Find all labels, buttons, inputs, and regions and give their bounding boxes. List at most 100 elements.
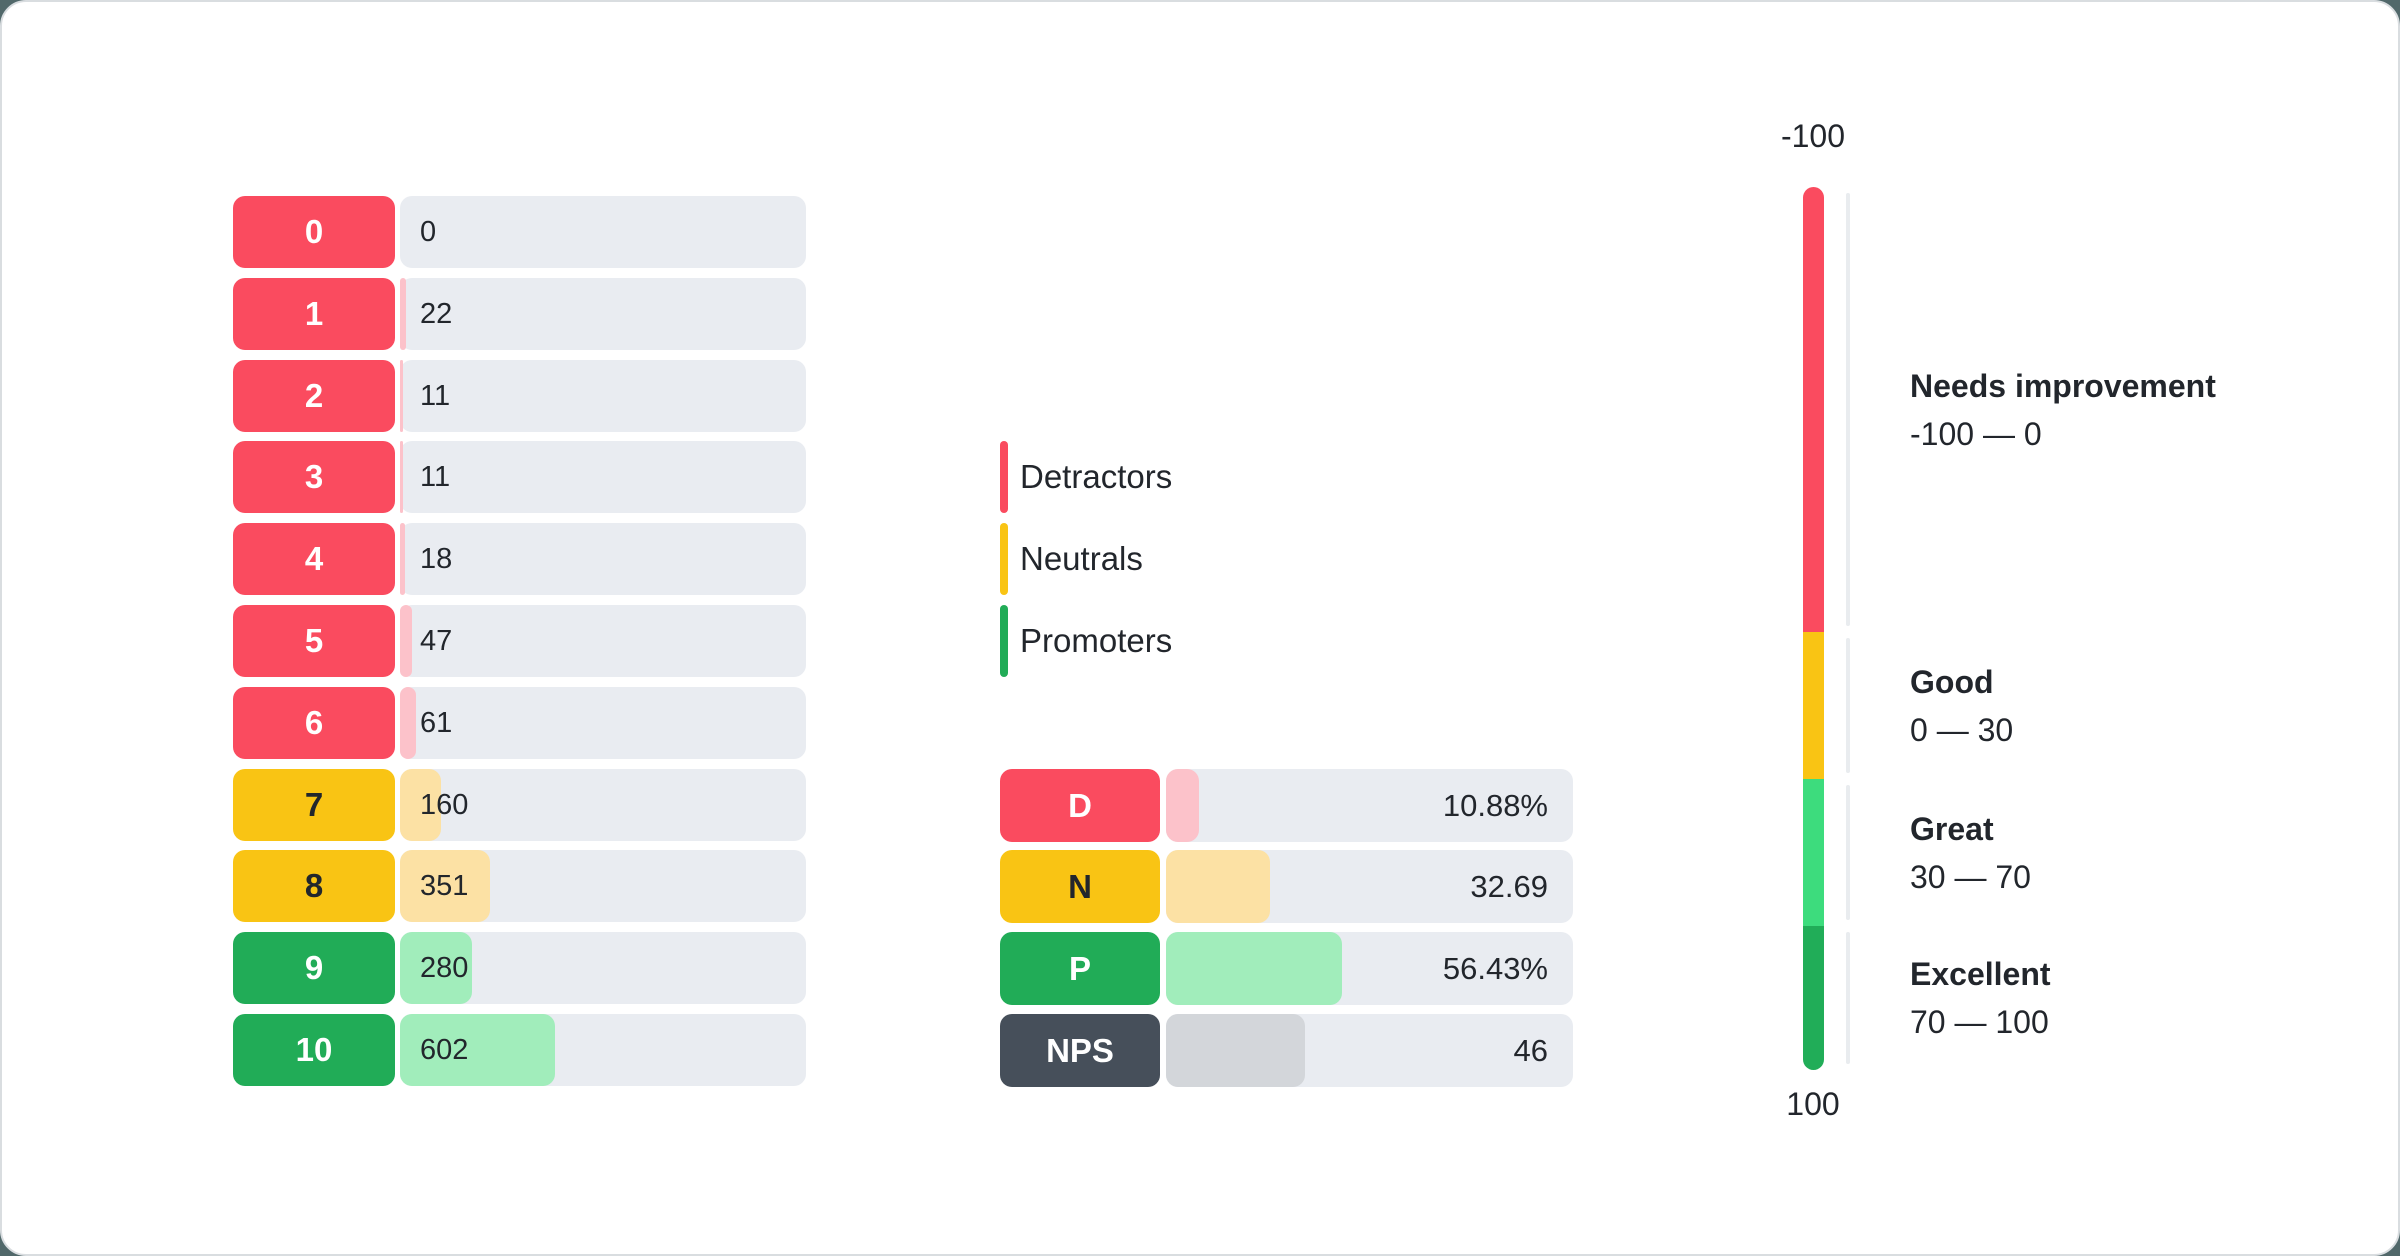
score-label: 8 xyxy=(233,850,395,922)
score-bar-fill xyxy=(400,360,403,432)
legend-item: Neutrals xyxy=(2,523,2398,595)
score-label: 3 xyxy=(233,441,395,513)
gauge-axis-segment xyxy=(1846,638,1850,773)
score-bar-track: 280 xyxy=(400,932,806,1004)
gauge-zone-range: 70 — 100 xyxy=(1910,1004,2049,1040)
gauge-bar xyxy=(1803,187,1824,1070)
legend-label: Detractors xyxy=(1020,458,1173,495)
gauge-max-label: 100 xyxy=(1786,1086,1840,1122)
score-bar-fill xyxy=(400,441,403,513)
legend-swatch xyxy=(1000,605,1008,677)
gauge-zone-label: Needs improvement -100 — 0 xyxy=(1910,362,2340,458)
summary-value: 56.43% xyxy=(1442,950,1548,986)
score-row: 10 602 xyxy=(2,1014,2398,1086)
gauge-min-label: -100 xyxy=(1780,118,1846,154)
summary-row: N 32.69 xyxy=(2,850,2398,923)
score-bar-track: 11 xyxy=(400,441,806,513)
gauge-zone-needs-improvement xyxy=(1803,187,1824,632)
score-label: 6 xyxy=(233,687,395,759)
score-bar-track: 18 xyxy=(400,523,806,595)
summary-label: NPS xyxy=(1000,1014,1160,1087)
summary-value: 46 xyxy=(1513,1032,1548,1068)
score-label: 7 xyxy=(233,769,395,841)
summary-bar-track: 32.69 xyxy=(1166,850,1573,923)
gauge-zone-great xyxy=(1803,779,1824,926)
score-bar-track: 351 xyxy=(400,850,806,922)
score-count: 11 xyxy=(420,379,451,412)
summary-bar-fill xyxy=(1166,769,1199,842)
summary-label: P xyxy=(1000,932,1160,1005)
gauge-zone-good xyxy=(1803,632,1824,779)
legend-item: Promoters xyxy=(2,605,2398,677)
score-count: 0 xyxy=(420,215,437,248)
gauge-zone-title: Good xyxy=(1910,663,1994,700)
score-bar-track: 22 xyxy=(400,278,806,350)
score-label: 1 xyxy=(233,278,395,350)
summary-bar-track: 46 xyxy=(1166,1014,1573,1087)
score-bar-fill xyxy=(400,769,441,841)
score-label: 2 xyxy=(233,360,395,432)
score-row: 9 280 xyxy=(2,932,2398,1004)
summary-row: D 10.88% xyxy=(2,769,2398,842)
gauge-zone-range: 30 — 70 xyxy=(1910,858,2031,895)
gauge-zone-excellent xyxy=(1803,926,1824,1070)
summary-value: 32.69 xyxy=(1470,868,1548,904)
summary-value: 10.88% xyxy=(1442,787,1548,823)
summary-bar-track: 10.88% xyxy=(1166,769,1573,842)
score-bar-track: 160 xyxy=(400,769,806,841)
score-bar-fill xyxy=(400,523,405,595)
score-label: 5 xyxy=(233,605,395,677)
summary-bar-fill xyxy=(1166,1014,1305,1087)
score-count: 22 xyxy=(420,297,453,330)
gauge-zone-title: Needs improvement xyxy=(1910,367,2216,404)
score-bar-track: 47 xyxy=(400,605,806,677)
legend-label: Neutrals xyxy=(1020,540,1143,577)
gauge-zone-range: 0 — 30 xyxy=(1910,711,2014,748)
legend-swatch xyxy=(1000,441,1008,513)
summary-row: P 56.43% xyxy=(2,932,2398,1005)
legend-item: Detractors xyxy=(2,441,2398,513)
score-label: 4 xyxy=(233,523,395,595)
summary-label: D xyxy=(1000,769,1160,842)
score-count: 602 xyxy=(420,1033,469,1066)
score-count: 11 xyxy=(420,460,451,493)
gauge-zone-range: -100 — 0 xyxy=(1910,415,2042,452)
score-row: 2 11 xyxy=(2,360,2398,432)
score-count: 351 xyxy=(420,869,469,902)
summary-bar-track: 56.43% xyxy=(1166,932,1573,1005)
score-bar-fill xyxy=(400,932,472,1004)
score-row: 4 18 xyxy=(2,523,2398,595)
gauge-zone-title: Excellent xyxy=(1910,956,2051,992)
gauge-axis-segment xyxy=(1846,193,1850,626)
score-count: 280 xyxy=(420,951,469,984)
score-bar-track: 11 xyxy=(400,360,806,432)
score-count: 61 xyxy=(420,706,453,739)
score-row: 8 351 xyxy=(2,850,2398,922)
summary-bar-fill xyxy=(1166,932,1342,1005)
gauge-zone-label: Great 30 — 70 xyxy=(1910,805,2340,901)
score-count: 160 xyxy=(420,788,469,821)
summary-row: NPS 46 xyxy=(2,1014,2398,1087)
score-count: 18 xyxy=(420,542,453,575)
summary-label: N xyxy=(1000,850,1160,923)
gauge-axis-segment xyxy=(1846,932,1850,1064)
summary-bar-fill xyxy=(1166,850,1270,923)
score-row: 3 11 xyxy=(2,441,2398,513)
score-row: 1 22 xyxy=(2,278,2398,350)
legend-label: Promoters xyxy=(1020,622,1173,659)
legend-swatch xyxy=(1000,523,1008,595)
score-row: 6 61 xyxy=(2,687,2398,759)
score-bar-fill xyxy=(400,850,490,922)
score-bar-fill xyxy=(400,278,406,350)
score-row: 5 47 xyxy=(2,605,2398,677)
score-bar-fill xyxy=(400,1014,555,1086)
gauge-axis-segment xyxy=(1846,785,1850,920)
score-label: 9 xyxy=(233,932,395,1004)
score-count: 47 xyxy=(420,624,453,657)
gauge-zone-label: Good 0 — 30 xyxy=(1910,658,2340,754)
gauge-zone-title: Great xyxy=(1910,810,1994,847)
score-label: 10 xyxy=(233,1014,395,1086)
score-bar-track: 602 xyxy=(400,1014,806,1086)
